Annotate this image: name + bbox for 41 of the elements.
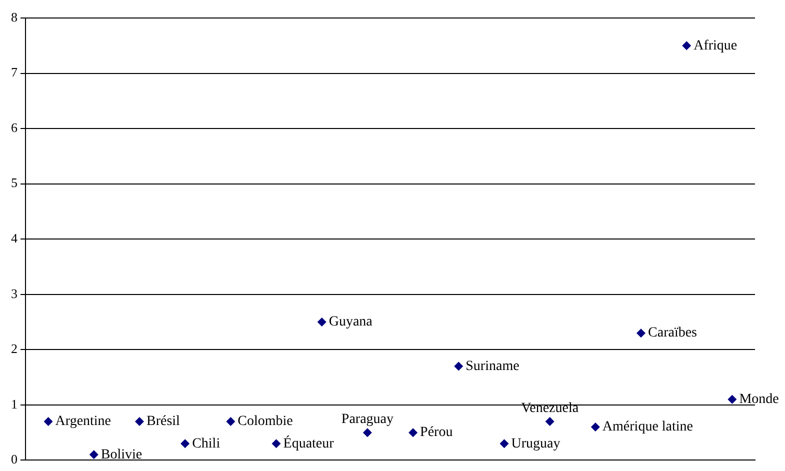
series-label: Venezuela — [521, 401, 580, 416]
series-label: Chili — [192, 436, 220, 452]
series-label: Guyana — [328, 314, 374, 330]
y-tick-label: 0 — [11, 452, 18, 467]
point — [272, 439, 281, 448]
series-label: Amérique latine — [602, 420, 693, 435]
y-tick-label: 4 — [11, 230, 18, 246]
point — [89, 450, 98, 460]
y-tick-label: 1 — [11, 396, 18, 412]
point — [590, 422, 600, 432]
point — [317, 318, 326, 327]
series-label: Brésil — [146, 414, 180, 430]
series-label: Bolivie — [100, 447, 142, 462]
point — [545, 417, 554, 426]
series-label: Afrique — [694, 38, 738, 54]
y-tick-label: 6 — [11, 120, 18, 135]
series-label: Monde — [739, 392, 779, 408]
point — [134, 417, 144, 426]
y-tick-label: 2 — [11, 341, 18, 356]
point — [454, 362, 464, 371]
point — [728, 394, 737, 404]
series-label: Uruguay — [511, 436, 560, 452]
y-tick-label: 7 — [11, 64, 18, 80]
series-label: Suriname — [466, 358, 520, 374]
y-tick-label: 5 — [11, 175, 18, 190]
series-label: Caraïbes — [648, 326, 697, 341]
point — [682, 41, 692, 50]
point — [226, 417, 236, 426]
point — [408, 428, 418, 438]
point — [636, 328, 646, 338]
series-label: Colombie — [238, 414, 293, 430]
point — [362, 428, 372, 438]
y-tick-label: 8 — [11, 9, 18, 24]
y-tick-label: 3 — [11, 286, 18, 301]
point — [500, 439, 509, 448]
point — [44, 417, 53, 426]
series-label: Argentine — [55, 414, 112, 430]
point — [180, 439, 190, 448]
series-label: Pérou — [420, 425, 453, 440]
series-label: Équateur — [283, 434, 334, 452]
series-label: Paraguay — [341, 412, 394, 428]
